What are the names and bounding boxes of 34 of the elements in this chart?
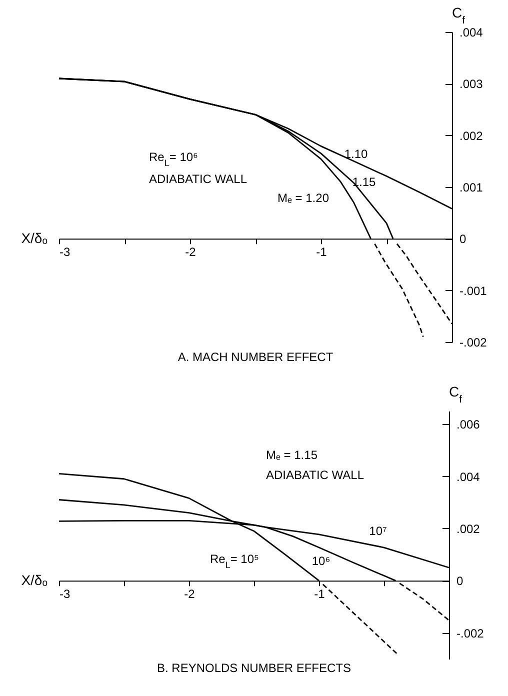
y-tick-label: .006: [456, 418, 480, 432]
y-tick-label: .002: [460, 128, 484, 143]
x-tick-label: -3: [60, 587, 70, 602]
y-tick-label: -.002: [460, 336, 488, 350]
y-tick-label: -.002: [456, 626, 484, 640]
x-tick-label: -3: [60, 245, 70, 260]
annotation: Re$_{L}$= 10⁶: [149, 150, 198, 168]
y-tick-label: -.001: [460, 284, 488, 298]
x-tick-label: -1: [314, 587, 326, 602]
x-axis-title: X/δₒ: [21, 572, 48, 588]
text: A. MACH NUMBER EFFECT: [178, 350, 334, 364]
y-tick-label: .002: [456, 522, 480, 536]
x-tick-label: -2: [185, 245, 196, 260]
series-label: 1.10: [344, 147, 368, 161]
annotation: ADIABATIC WALL: [266, 468, 364, 482]
series-label: Re$_{L}$= 10⁵: [210, 552, 260, 570]
series-label: 10⁶: [312, 554, 330, 568]
y-tick-label: .001: [460, 180, 484, 194]
y-tick-label: 0: [460, 232, 466, 246]
text: B. REYNOLDS NUMBER EFFECTS: [156, 661, 352, 675]
y-axis-title: C$_{f}$: [452, 4, 466, 26]
y-axis-title: C$_{f}$: [448, 384, 462, 406]
series-label: 1.15: [352, 175, 376, 189]
x-tick-label: -2: [184, 587, 196, 602]
y-tick-label: .004: [456, 470, 480, 484]
x-tick-label: -1: [316, 245, 328, 260]
y-tick-label: .004: [460, 26, 484, 40]
x-axis-title: X/δₒ: [21, 230, 48, 246]
y-tick-label: 0: [456, 574, 464, 588]
y-tick-label: .003: [460, 77, 484, 92]
annotation: ADIABATIC WALL: [149, 172, 248, 186]
annotation: Mₑ = 1.15: [266, 448, 318, 462]
series-label: 10⁷: [369, 524, 387, 538]
series-label: Mₑ = 1.20: [278, 191, 330, 205]
